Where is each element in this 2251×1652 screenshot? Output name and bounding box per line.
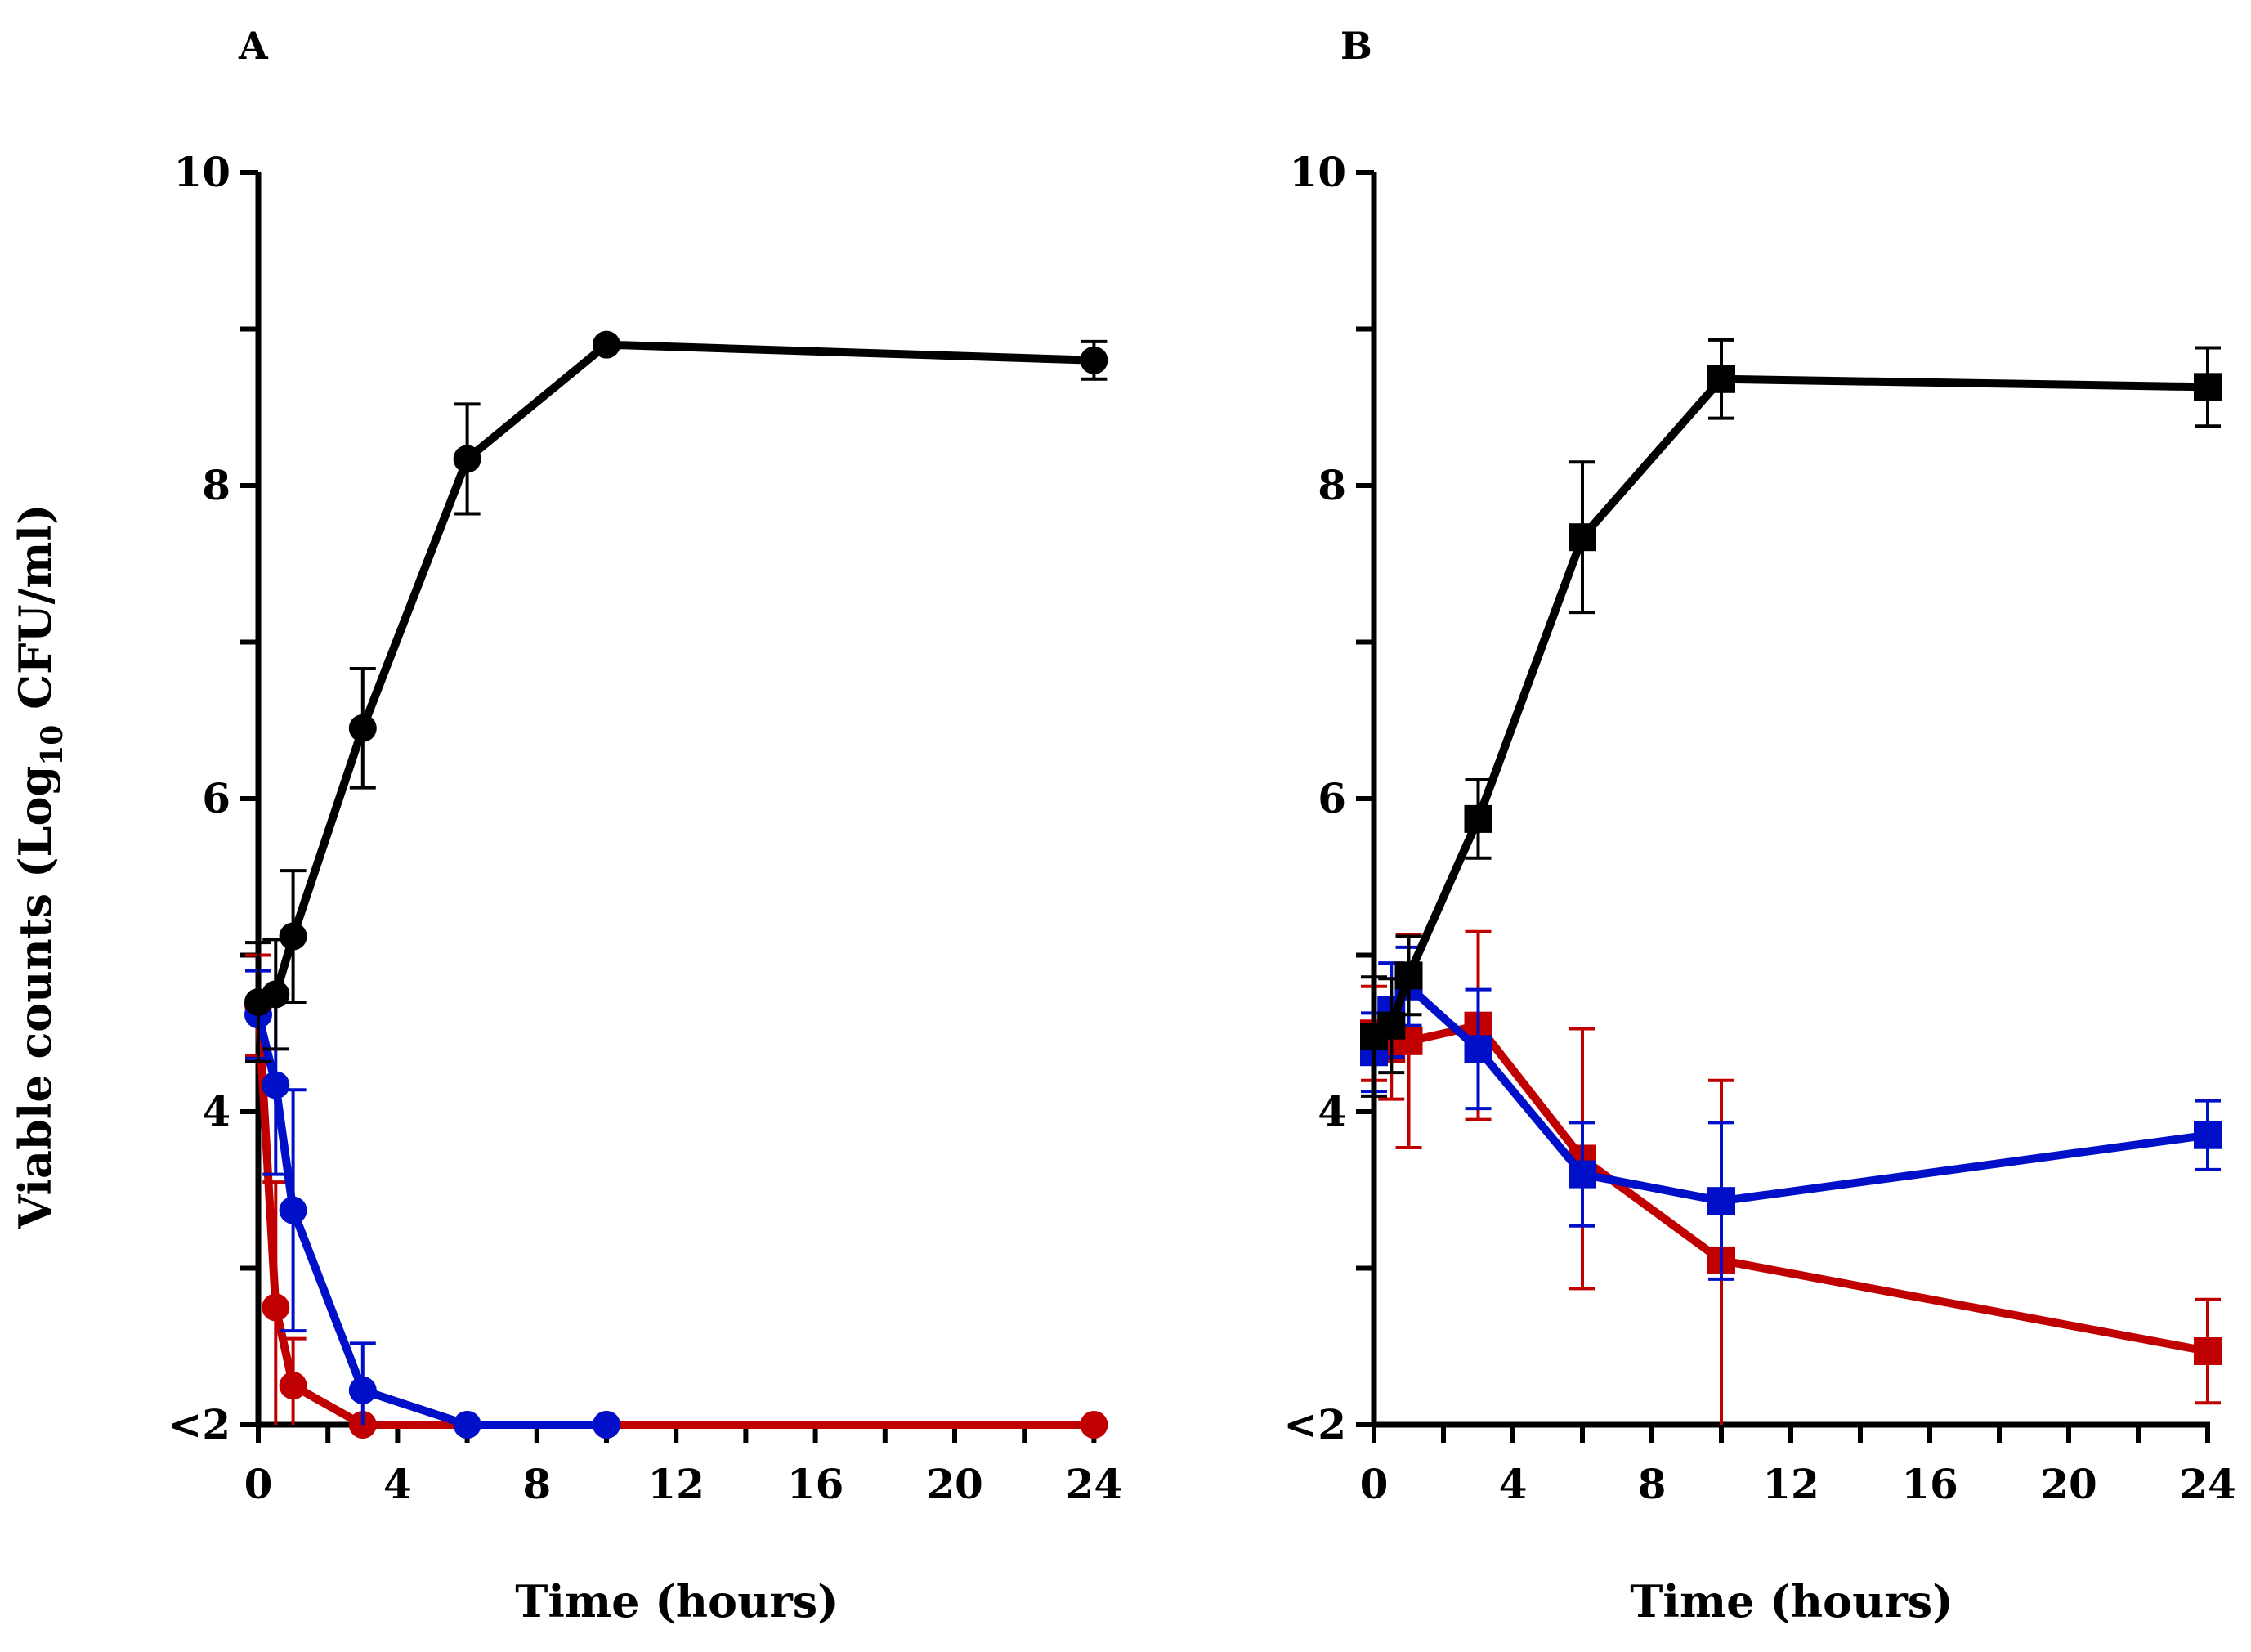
series-line bbox=[254, 1014, 606, 1429]
x-tick-label: 4 bbox=[1499, 1460, 1528, 1508]
x-tick-label: 8 bbox=[522, 1460, 551, 1508]
x-tick-label: 20 bbox=[926, 1460, 983, 1508]
y-tick-label: 8 bbox=[202, 461, 230, 509]
data-point bbox=[1377, 1011, 1406, 1040]
x-tick-label: 20 bbox=[2040, 1460, 2097, 1508]
y-tick-label: 6 bbox=[1318, 774, 1346, 822]
series-black bbox=[1360, 338, 2222, 1098]
series-blue bbox=[1360, 945, 2222, 1281]
x-tick-label: 12 bbox=[1762, 1460, 1819, 1508]
data-point bbox=[348, 1376, 377, 1404]
panel-label: B bbox=[1340, 24, 1372, 68]
data-point bbox=[1394, 961, 1423, 990]
data-point bbox=[1464, 1035, 1492, 1063]
data-point bbox=[262, 1071, 290, 1099]
y-tick-label: 8 bbox=[1318, 461, 1346, 509]
data-point bbox=[1080, 346, 1108, 374]
data-point bbox=[2194, 1121, 2222, 1149]
panel-a-chart: A <2 4 6 8 10 0 4 8 12 16 20 24 Time (hours) Viable co… bbox=[9, 24, 1122, 1627]
x-tick-label: 4 bbox=[383, 1460, 412, 1508]
y-tick-label: <2 bbox=[168, 1400, 230, 1448]
y-axis-title: Viable counts (Log10 CFU/ml) bbox=[9, 504, 69, 1230]
data-point bbox=[262, 980, 290, 1009]
series-red bbox=[244, 953, 1108, 1439]
data-point bbox=[453, 445, 481, 473]
x-tick-label: 16 bbox=[1901, 1460, 1958, 1508]
panel-b-chart: B <2 4 6 8 10 0 4 8 12 16 20 24 Time (hours) bbox=[1283, 24, 2235, 1627]
y-tick-label: 10 bbox=[1289, 148, 1346, 196]
data-point bbox=[279, 1196, 307, 1224]
panel-label: A bbox=[238, 24, 269, 68]
series-line bbox=[1372, 374, 2208, 1041]
y-tick-label: 10 bbox=[173, 148, 230, 196]
x-axis-title: Time (hours) bbox=[1630, 1575, 1953, 1627]
y-tick-label: <2 bbox=[1283, 1400, 1346, 1448]
data-point bbox=[593, 1411, 620, 1439]
x-tick-label: 8 bbox=[1638, 1460, 1667, 1508]
data-point bbox=[1569, 1160, 1596, 1189]
data-point bbox=[1569, 523, 1596, 552]
x-axis-title: Time (hours) bbox=[515, 1575, 838, 1627]
x-tick-label: 0 bbox=[244, 1460, 273, 1508]
data-point bbox=[1080, 1411, 1108, 1439]
y-tick-label: 4 bbox=[202, 1087, 230, 1135]
series-blue bbox=[244, 969, 620, 1439]
x-tick-label: 12 bbox=[647, 1460, 705, 1508]
data-point bbox=[593, 330, 620, 359]
series-line bbox=[254, 1005, 1094, 1429]
data-point bbox=[279, 1372, 307, 1400]
data-point bbox=[1707, 365, 1735, 393]
x-tick-label: 24 bbox=[1066, 1460, 1123, 1508]
data-point bbox=[1707, 1187, 1735, 1215]
x-tick-label: 24 bbox=[2179, 1460, 2236, 1508]
y-tick-label: 6 bbox=[202, 774, 230, 822]
data-point bbox=[279, 922, 307, 951]
x-tick-label: 16 bbox=[787, 1460, 844, 1508]
data-point bbox=[453, 1411, 481, 1439]
y-tick-label: 4 bbox=[1318, 1087, 1346, 1135]
data-point bbox=[2194, 373, 2222, 401]
data-point bbox=[348, 714, 377, 742]
series-black bbox=[244, 330, 1108, 1063]
data-point bbox=[2194, 1336, 2222, 1365]
data-point bbox=[1464, 804, 1492, 833]
series-line bbox=[256, 340, 1094, 1006]
series-red bbox=[1360, 929, 2222, 1425]
x-tick-label: 0 bbox=[1360, 1460, 1389, 1508]
data-point bbox=[262, 1293, 290, 1322]
series-line bbox=[1370, 982, 2208, 1206]
